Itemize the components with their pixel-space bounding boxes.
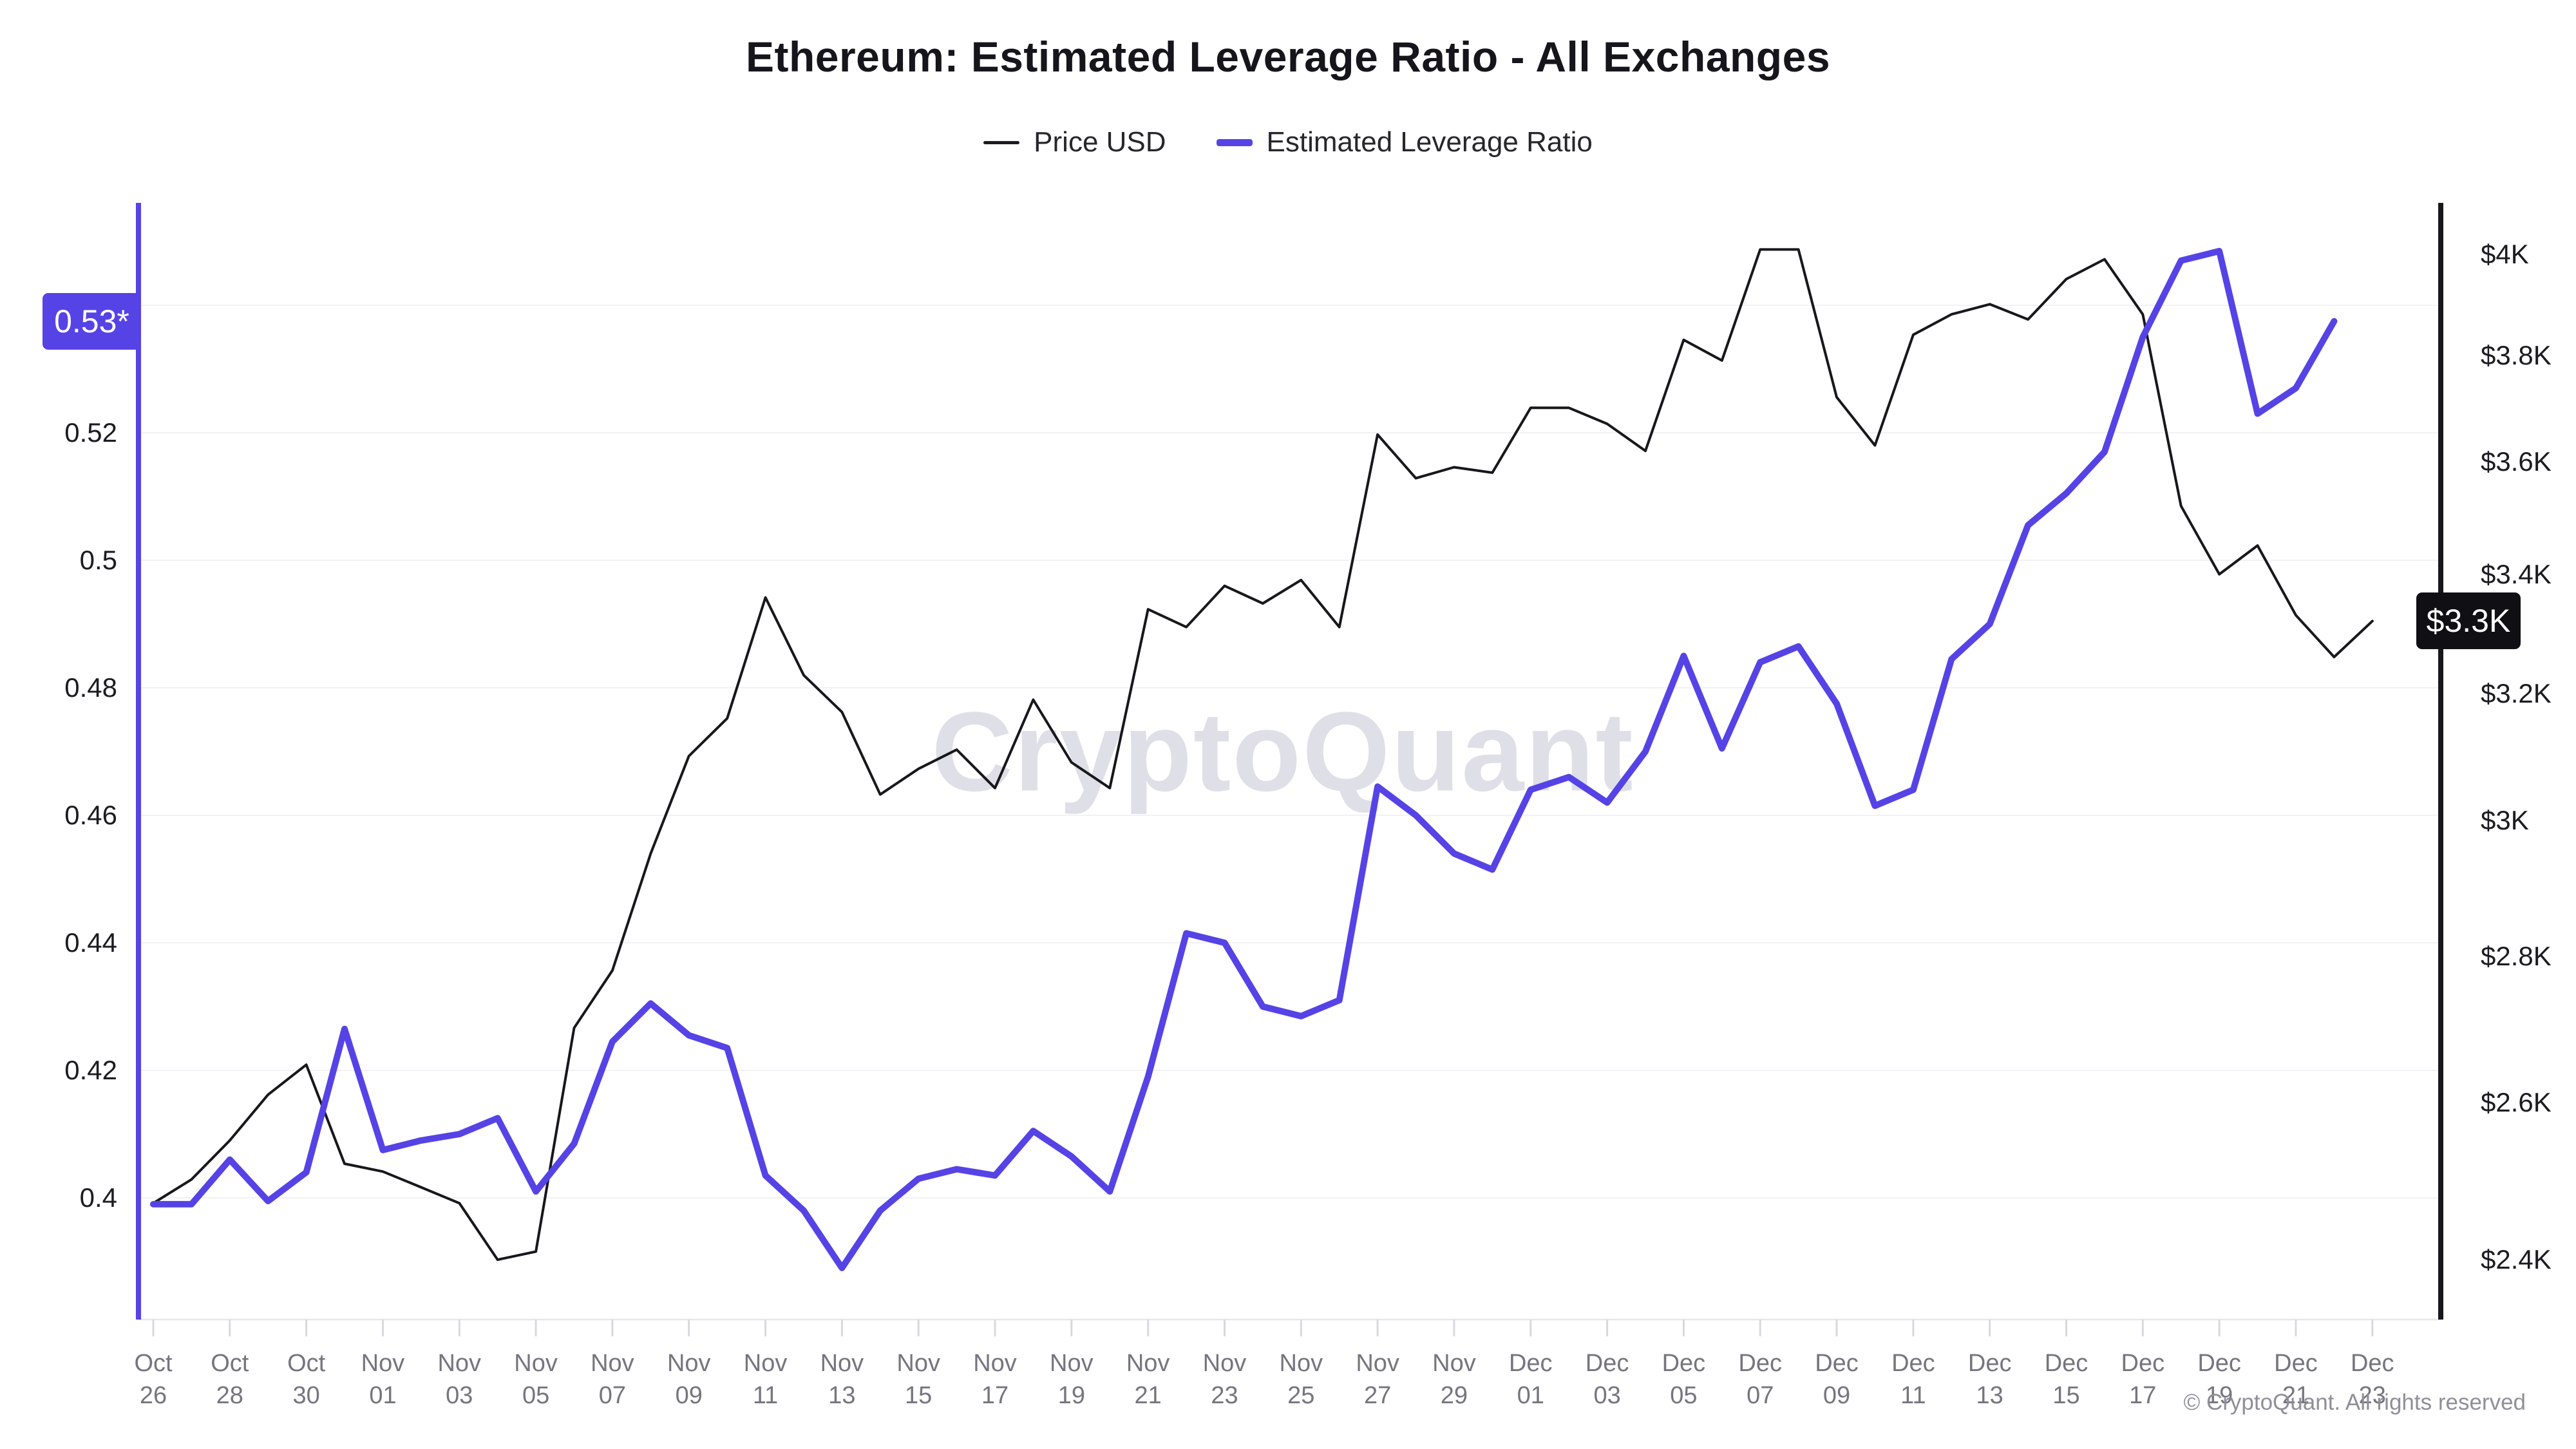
x-axis-tick-label: Nov 01 xyxy=(361,1350,405,1409)
price-usd-line[interactable] xyxy=(152,248,2374,1262)
x-axis-tick-label: Nov 25 xyxy=(1279,1350,1323,1409)
x-axis-tick-label: Dec 15 xyxy=(2044,1350,2088,1409)
legend: Price USD Estimated Leverage Ratio xyxy=(0,126,2576,158)
right-axis-tick-label: $3K xyxy=(2481,805,2529,836)
legend-label-price: Price USD xyxy=(1034,126,1166,158)
x-axis-tick-label: Dec 13 xyxy=(1967,1350,2012,1409)
x-axis-tick-label: Dec 07 xyxy=(1738,1350,1782,1409)
x-axis-tick-label: Nov 07 xyxy=(591,1350,634,1409)
x-axis-tick-label: Nov 11 xyxy=(743,1350,788,1409)
right-axis-tick-label: $3.6K xyxy=(2481,446,2552,477)
x-axis-tick-label: Oct 30 xyxy=(287,1350,326,1409)
x-axis-tick-label: Dec 23 xyxy=(2350,1350,2394,1409)
x-axis-tick-label: Nov 29 xyxy=(1432,1350,1476,1409)
x-axis-tick-label: Oct 26 xyxy=(134,1350,173,1409)
x-axis-tick-label: Dec 19 xyxy=(2197,1350,2241,1409)
leverage-ratio-line[interactable] xyxy=(150,247,2338,1271)
right-axis-tick-label: $3.2K xyxy=(2481,677,2552,708)
x-axis-tick-label: Nov 15 xyxy=(896,1350,940,1409)
legend-item-leverage[interactable]: Estimated Leverage Ratio xyxy=(1216,126,1593,158)
x-axis-tick-label: Nov 27 xyxy=(1356,1350,1399,1409)
leverage-line-swatch-icon xyxy=(1216,138,1253,146)
chart-title: Ethereum: Estimated Leverage Ratio - All… xyxy=(745,33,1831,80)
x-axis-tick-label: Nov 23 xyxy=(1202,1350,1247,1409)
x-axis-tick-label: Dec 11 xyxy=(1891,1350,1935,1409)
leverage-latest-value-badge: 0.53* xyxy=(43,292,141,350)
left-axis-tick-label: 0.44 xyxy=(64,927,117,958)
right-axis-tick-label: $2.4K xyxy=(2481,1244,2552,1275)
x-axis-tick-label: Nov 21 xyxy=(1126,1350,1170,1409)
x-axis-tick-label: Nov 03 xyxy=(437,1350,482,1409)
x-axis-tick-label: Dec 01 xyxy=(1508,1350,1553,1409)
legend-item-price[interactable]: Price USD xyxy=(983,126,1166,158)
price-line-swatch-icon xyxy=(983,140,1020,144)
left-axis-tick-label: 0.5 xyxy=(79,545,117,575)
x-axis-tick-label: Nov 19 xyxy=(1050,1350,1094,1409)
x-axis-tick-label: Dec 03 xyxy=(1585,1350,1629,1409)
x-axis-tick-label: Oct 28 xyxy=(211,1350,249,1409)
left-axis-tick-label: 0.4 xyxy=(79,1182,117,1213)
right-axis-tick-label: $3.4K xyxy=(2481,558,2552,589)
right-axis-tick-label: $2.6K xyxy=(2481,1086,2552,1117)
x-axis-tick-label: Dec 09 xyxy=(1815,1350,1859,1409)
right-axis-tick-label: $4K xyxy=(2481,239,2529,269)
x-axis-tick-label: Nov 09 xyxy=(667,1350,711,1409)
legend-label-leverage: Estimated Leverage Ratio xyxy=(1266,126,1593,158)
x-axis-tick-label: Dec 17 xyxy=(2121,1350,2165,1409)
right-axis-tick-label: $3.8K xyxy=(2481,339,2552,370)
price-latest-value-badge: $3.3K xyxy=(2416,592,2521,650)
left-axis-tick-label: 0.46 xyxy=(64,800,117,830)
cryptoquant-watermark: CryptoQuant xyxy=(931,689,1634,815)
right-axis-tick-label: $2.8K xyxy=(2481,941,2552,972)
x-axis-tick-label: Nov 13 xyxy=(820,1350,864,1409)
left-axis-tick-label: 0.42 xyxy=(64,1055,117,1085)
x-axis-tick-label: Nov 05 xyxy=(514,1350,558,1409)
x-axis-tick-label: Nov 17 xyxy=(973,1350,1017,1409)
x-axis-tick-label: Dec 21 xyxy=(2274,1350,2318,1409)
left-axis-tick-label: 0.52 xyxy=(64,417,117,448)
x-axis-tick-label: Dec 05 xyxy=(1662,1350,1706,1409)
left-axis-tick-label: 0.48 xyxy=(64,672,117,703)
copyright-notice: © CryptoQuant. All rights reserved xyxy=(2183,1390,2526,1415)
